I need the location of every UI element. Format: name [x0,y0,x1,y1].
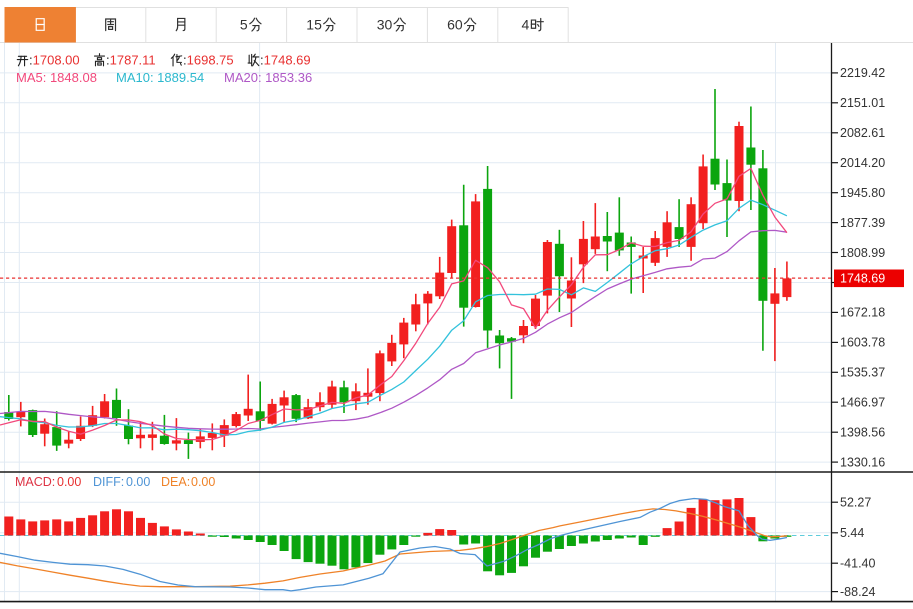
svg-text:60: 60 [447,17,463,33]
svg-text:1466.97: 1466.97 [840,396,885,410]
svg-text:1748.69: 1748.69 [840,272,885,286]
svg-text:30: 30 [377,17,393,33]
svg-text:2014.20: 2014.20 [840,156,885,170]
svg-text:DIFF:: DIFF: [93,475,124,489]
svg-text:MA20: 1853.36: MA20: 1853.36 [224,70,312,85]
svg-text:MA10: 1889.54: MA10: 1889.54 [116,70,204,85]
svg-text:1672.18: 1672.18 [840,306,885,320]
svg-text:MACD:: MACD: [15,475,55,489]
svg-text:1945.80: 1945.80 [840,186,885,200]
svg-text:-41.40: -41.40 [840,557,875,571]
svg-text::1787.11: :1787.11 [106,53,156,68]
svg-text::1748.69: :1748.69 [260,53,311,68]
svg-text:-88.24: -88.24 [840,585,875,599]
svg-text:1808.99: 1808.99 [840,246,885,260]
svg-text:2219.42: 2219.42 [840,66,885,80]
svg-text:1330.16: 1330.16 [840,455,885,469]
svg-text:2082.61: 2082.61 [840,126,885,140]
svg-text:2151.01: 2151.01 [840,96,885,110]
svg-text:4: 4 [522,17,530,33]
svg-text:DEA:: DEA: [161,475,190,489]
svg-text:15: 15 [306,17,322,33]
svg-text:0.00: 0.00 [126,475,150,489]
svg-text:52.27: 52.27 [840,496,871,510]
svg-text::1708.00: :1708.00 [29,53,80,68]
svg-text:5.44: 5.44 [840,526,864,540]
svg-text:MA5: 1848.08: MA5: 1848.08 [16,70,97,85]
svg-text:1877.39: 1877.39 [840,216,885,230]
svg-text:0.00: 0.00 [191,475,215,489]
svg-text:1398.56: 1398.56 [840,426,885,440]
svg-text::1698.75: :1698.75 [183,53,234,68]
svg-text:1603.78: 1603.78 [840,336,885,350]
svg-text:5: 5 [240,17,248,33]
svg-text:0.00: 0.00 [57,475,81,489]
svg-text:1535.37: 1535.37 [840,366,885,380]
